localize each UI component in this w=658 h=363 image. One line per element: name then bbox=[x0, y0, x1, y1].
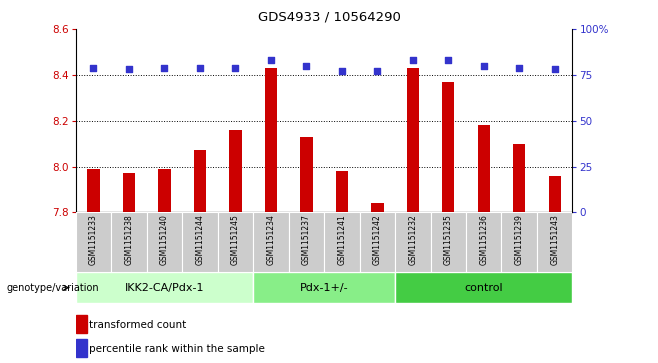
Bar bbox=[76, 315, 87, 333]
Bar bbox=[501, 212, 537, 272]
Bar bbox=[182, 212, 218, 272]
Point bbox=[514, 65, 524, 70]
Bar bbox=[442, 82, 455, 212]
Bar bbox=[193, 151, 206, 212]
Text: GSM1151235: GSM1151235 bbox=[443, 214, 453, 265]
Bar bbox=[218, 212, 253, 272]
Bar bbox=[395, 272, 572, 303]
Point bbox=[301, 63, 312, 69]
Point bbox=[230, 65, 241, 70]
Text: GSM1151239: GSM1151239 bbox=[515, 214, 524, 265]
Bar bbox=[289, 212, 324, 272]
Bar bbox=[324, 212, 359, 272]
Bar bbox=[111, 212, 147, 272]
Text: GSM1151237: GSM1151237 bbox=[302, 214, 311, 265]
Point bbox=[88, 65, 99, 70]
Point bbox=[124, 66, 134, 72]
Bar bbox=[407, 68, 419, 212]
Point bbox=[195, 65, 205, 70]
Text: IKK2-CA/Pdx-1: IKK2-CA/Pdx-1 bbox=[124, 283, 204, 293]
Text: GSM1151244: GSM1151244 bbox=[195, 214, 205, 265]
Point bbox=[478, 63, 489, 69]
Text: GSM1151245: GSM1151245 bbox=[231, 214, 240, 265]
Bar bbox=[88, 169, 99, 212]
Bar bbox=[395, 212, 430, 272]
Point bbox=[336, 68, 347, 74]
Point bbox=[159, 65, 170, 70]
Bar bbox=[265, 68, 277, 212]
Text: GSM1151238: GSM1151238 bbox=[124, 214, 134, 265]
Text: control: control bbox=[465, 283, 503, 293]
Text: GSM1151233: GSM1151233 bbox=[89, 214, 98, 265]
Text: GSM1151242: GSM1151242 bbox=[373, 214, 382, 265]
Text: genotype/variation: genotype/variation bbox=[7, 283, 99, 293]
Bar bbox=[300, 137, 313, 212]
Text: GSM1151243: GSM1151243 bbox=[550, 214, 559, 265]
Bar bbox=[537, 212, 572, 272]
Point bbox=[372, 68, 382, 74]
Text: GDS4933 / 10564290: GDS4933 / 10564290 bbox=[257, 11, 401, 24]
Text: Pdx-1+/-: Pdx-1+/- bbox=[300, 283, 348, 293]
Point bbox=[443, 57, 453, 63]
Bar bbox=[76, 339, 87, 357]
Bar bbox=[147, 212, 182, 272]
Text: transformed count: transformed count bbox=[89, 320, 186, 330]
Text: GSM1151240: GSM1151240 bbox=[160, 214, 169, 265]
Bar bbox=[76, 212, 111, 272]
Bar bbox=[513, 144, 526, 212]
Point bbox=[549, 66, 560, 72]
Text: GSM1151232: GSM1151232 bbox=[408, 214, 417, 265]
Bar bbox=[76, 272, 253, 303]
Bar bbox=[549, 176, 561, 212]
Text: GSM1151234: GSM1151234 bbox=[266, 214, 275, 265]
Point bbox=[407, 57, 418, 63]
Bar bbox=[253, 212, 289, 272]
Text: GSM1151236: GSM1151236 bbox=[479, 214, 488, 265]
Bar bbox=[371, 203, 384, 212]
Text: percentile rank within the sample: percentile rank within the sample bbox=[89, 344, 265, 354]
Bar bbox=[158, 169, 170, 212]
Bar bbox=[478, 125, 490, 212]
Bar bbox=[229, 130, 241, 212]
Text: GSM1151241: GSM1151241 bbox=[338, 214, 346, 265]
Point bbox=[266, 57, 276, 63]
Bar bbox=[359, 212, 395, 272]
Bar bbox=[122, 174, 135, 212]
Bar bbox=[253, 272, 395, 303]
Bar bbox=[336, 171, 348, 212]
Bar bbox=[466, 212, 501, 272]
Bar bbox=[430, 212, 466, 272]
